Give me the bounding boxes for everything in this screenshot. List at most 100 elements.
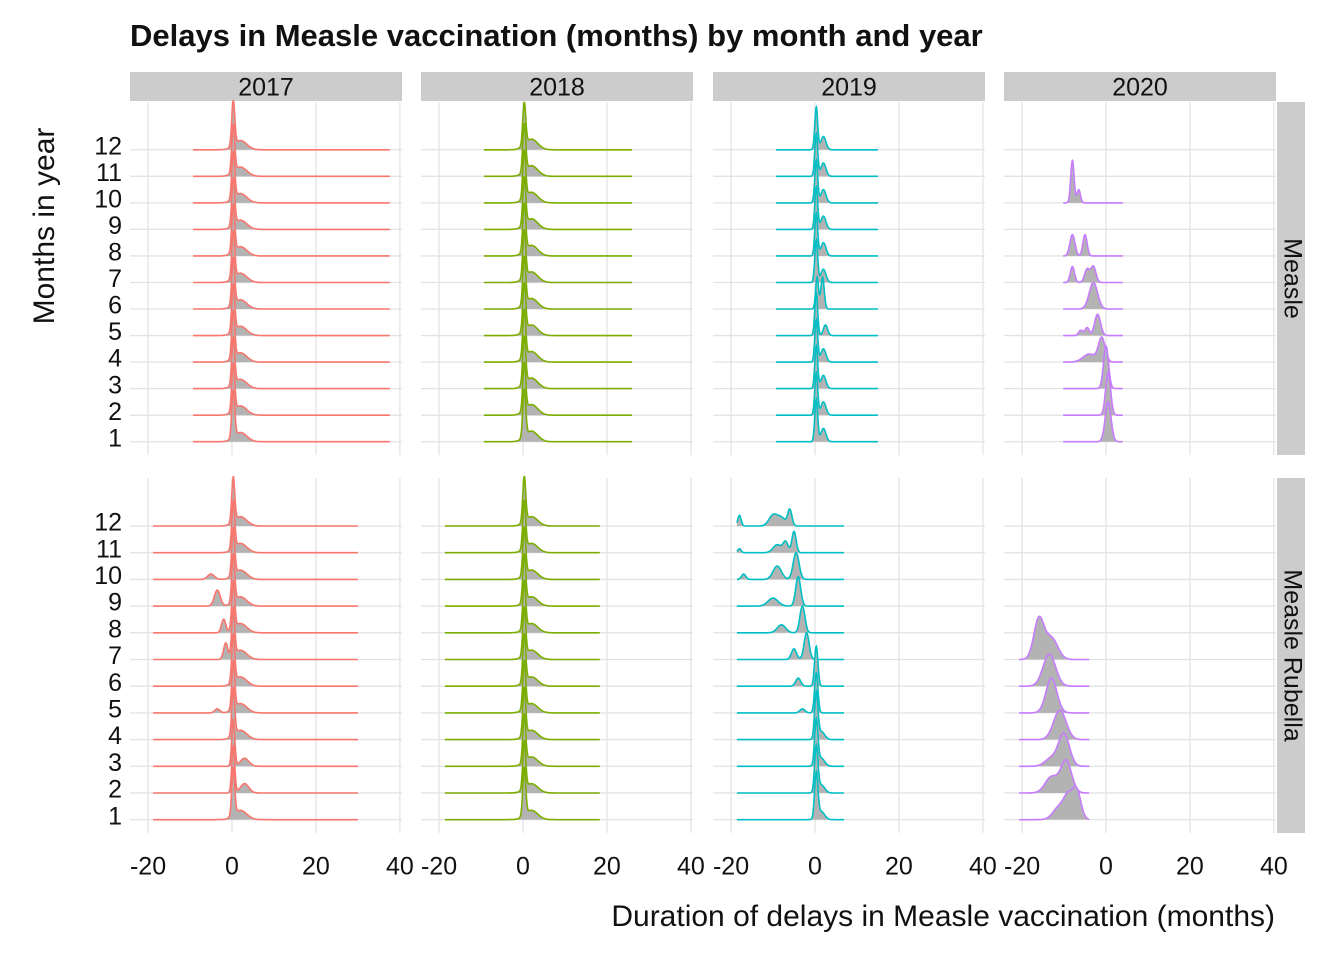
ridge-area xyxy=(193,203,390,256)
y-tick-label: 11 xyxy=(96,535,122,563)
ridge-line xyxy=(444,499,600,554)
ridge-line xyxy=(736,742,844,794)
ridge-line xyxy=(736,671,844,714)
strip-label: 2020 xyxy=(1112,74,1168,102)
ridge-line xyxy=(736,507,844,527)
ridge-area xyxy=(153,718,358,767)
ridge-line xyxy=(193,256,390,310)
ridge-area xyxy=(736,531,844,553)
ridge-area xyxy=(193,177,390,230)
x-tick-label: -20 xyxy=(421,853,457,881)
ridge-line xyxy=(776,104,878,151)
x-tick-label: 20 xyxy=(1176,853,1204,881)
y-tick-label: 1 xyxy=(108,424,122,452)
ridge-line xyxy=(153,659,358,714)
ridge-line xyxy=(1063,233,1123,257)
ridge-area xyxy=(193,150,390,203)
ridge-area xyxy=(153,745,358,793)
ridge-line xyxy=(193,99,390,151)
ridge-area xyxy=(736,745,844,793)
ridge-line xyxy=(1019,709,1090,741)
chart-title: Delays in Measle vaccination (months) by… xyxy=(130,18,983,53)
y-tick-label: 3 xyxy=(108,371,122,399)
ridge-area xyxy=(1063,346,1123,389)
x-tick-label: -20 xyxy=(1004,853,1040,881)
x-tick-label: 0 xyxy=(1099,853,1113,881)
ridge-area xyxy=(484,101,633,150)
ridge-line xyxy=(193,283,390,337)
ridge-line xyxy=(444,526,600,581)
x-tick-label: 0 xyxy=(808,853,822,881)
ridge-area xyxy=(1019,786,1090,820)
ridge-line xyxy=(736,689,844,741)
ridge-line xyxy=(193,362,390,416)
ridge-line xyxy=(1063,281,1123,310)
ridge-area xyxy=(1019,759,1090,793)
ridge-line xyxy=(776,131,878,178)
ridge-area xyxy=(1063,337,1123,363)
ridge-line xyxy=(1019,677,1090,714)
strip-bg xyxy=(1277,102,1305,455)
x-tick-label: 40 xyxy=(1260,853,1288,881)
strip-bg xyxy=(1277,478,1305,833)
ridge-line xyxy=(153,499,358,554)
strip-bg xyxy=(421,72,693,101)
ridge-area xyxy=(1063,314,1123,336)
ridge-line xyxy=(1063,371,1123,416)
ridge-area xyxy=(444,766,600,820)
y-tick-label: 8 xyxy=(108,615,122,643)
y-tick-label: 5 xyxy=(108,318,122,346)
strip-bg xyxy=(130,72,402,101)
x-tick-label: -20 xyxy=(130,853,166,881)
x-tick-label: 0 xyxy=(225,853,239,881)
ridge-area xyxy=(1019,733,1090,767)
ridge-area xyxy=(1063,234,1123,256)
ridge-area xyxy=(736,508,844,527)
ridge-line xyxy=(484,308,633,363)
ridge-line xyxy=(153,475,358,527)
ridge-area xyxy=(1063,372,1123,416)
ridge-line xyxy=(484,361,633,416)
ridge-line xyxy=(776,317,878,363)
x-tick-label: -20 xyxy=(713,853,749,881)
y-tick-label: 2 xyxy=(108,398,122,426)
ridge-line xyxy=(193,123,390,178)
ridge-line xyxy=(484,229,633,284)
ridge-line xyxy=(736,631,844,661)
strip-label: Measle xyxy=(1278,238,1306,319)
ridge-area xyxy=(1063,282,1123,310)
ridge-area xyxy=(193,309,390,363)
ridge-area xyxy=(736,646,844,687)
y-tick-label: 10 xyxy=(94,185,122,213)
ridge-area xyxy=(736,691,844,740)
ridge-line xyxy=(193,336,390,390)
ridge-area xyxy=(1063,265,1123,283)
ridge-area xyxy=(193,256,390,310)
ridge-line xyxy=(153,718,358,768)
ridge-area xyxy=(1019,616,1090,660)
ridge-line xyxy=(153,553,358,607)
ridge-line xyxy=(1063,265,1123,284)
ridge-line xyxy=(444,553,600,607)
x-tick-label: 40 xyxy=(969,853,997,881)
ridge-line xyxy=(1063,400,1123,443)
ridge-area xyxy=(1019,654,1090,687)
y-tick-label: 7 xyxy=(108,265,122,293)
ridge-area xyxy=(153,476,358,527)
ridge-line xyxy=(193,230,390,284)
ridge-area xyxy=(736,771,844,820)
ridge-line xyxy=(736,530,844,554)
ridge-area xyxy=(736,718,844,767)
ridge-area xyxy=(736,606,844,633)
ridge-line xyxy=(153,744,358,794)
y-tick-label: 10 xyxy=(94,562,122,590)
ridge-line xyxy=(1019,785,1090,821)
y-tick-label: 12 xyxy=(94,509,122,537)
ridge-area xyxy=(736,576,844,607)
y-tick-label: 3 xyxy=(108,749,122,777)
ridge-area xyxy=(736,673,844,713)
x-tick-label: 20 xyxy=(885,853,913,881)
y-tick-label: 9 xyxy=(108,589,122,617)
ridge-area xyxy=(193,124,390,177)
ridge-line xyxy=(736,715,844,768)
